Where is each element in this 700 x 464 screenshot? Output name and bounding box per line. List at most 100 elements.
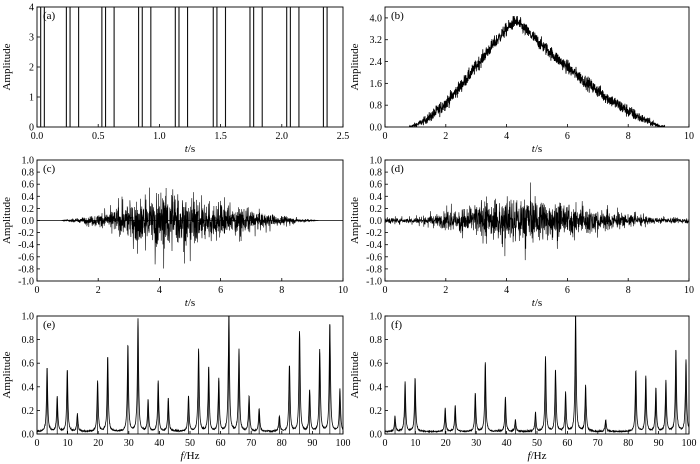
x-tick-label: 0 xyxy=(35,285,40,296)
y-tick-label: 1.6 xyxy=(370,79,383,90)
series-d xyxy=(385,182,689,261)
y-tick-label: 0.2 xyxy=(370,406,383,417)
y-tick-label: 0.0 xyxy=(22,430,35,441)
x-tick-label: 10 xyxy=(338,285,348,296)
series-e xyxy=(37,316,343,434)
y-tick-label: -0.6 xyxy=(18,252,34,263)
x-axis-label: f/Hz xyxy=(528,450,547,462)
x-tick-label: 70 xyxy=(246,438,256,449)
x-tick-label: 8 xyxy=(626,131,631,142)
x-tick-label: 2.5 xyxy=(337,131,350,142)
plot-frame xyxy=(384,315,690,435)
y-tick-label: 0.6 xyxy=(22,359,35,370)
y-axis-label: Amplitude xyxy=(349,197,361,244)
y-tick-label: 0.8 xyxy=(370,168,383,179)
x-tick-label: 30 xyxy=(471,438,481,449)
y-tick-label: 0.6 xyxy=(370,359,383,370)
y-tick-label: -0.2 xyxy=(18,228,34,239)
x-tick-label: 60 xyxy=(216,438,226,449)
x-tick-label: 20 xyxy=(441,438,451,449)
panel-b: 0 2 4 6 8 10 0.0 0.8 1.6 2.4 3.2 4.0 t/s Amplitude (b) xyxy=(349,6,694,155)
plot-frame xyxy=(384,6,690,128)
y-tick-label: 0.0 xyxy=(370,216,383,227)
x-tick-label: 6 xyxy=(565,285,570,296)
y-tick-label: -0.2 xyxy=(366,228,382,239)
x-tick-label: 60 xyxy=(562,438,572,449)
y-tick-label: 3 xyxy=(29,33,34,44)
panel-f: 0 10 20 30 40 50 60 70 80 90 100 0.0 0.2 0.4 0.6 0.8 1.0… xyxy=(349,312,697,463)
panel-label: (b) xyxy=(391,10,404,22)
panel-label: (e) xyxy=(43,319,56,331)
y-tick-label: 0 xyxy=(29,123,34,134)
x-axis-label: t/s xyxy=(185,297,195,309)
y-tick-label: -1.0 xyxy=(366,277,382,288)
signal-trace xyxy=(385,182,689,261)
y-tick-label: 1.0 xyxy=(22,312,35,323)
y-axis-label: Amplitude xyxy=(349,43,361,90)
series-a xyxy=(40,7,328,127)
x-tick-label: 40 xyxy=(154,438,164,449)
y-tick-label: -0.4 xyxy=(18,240,34,251)
series-c xyxy=(37,187,343,269)
series-f xyxy=(385,316,689,434)
y-tick-label: 4 xyxy=(29,3,34,14)
x-tick-label: 1.5 xyxy=(214,131,227,142)
y-tick-label: 1.0 xyxy=(370,156,383,167)
x-tick-label: 10 xyxy=(410,438,420,449)
x-tick-label: 8 xyxy=(626,285,631,296)
x-tick-label: 2 xyxy=(443,285,448,296)
y-axis-label: Amplitude xyxy=(349,351,361,398)
x-tick-label: 10 xyxy=(684,131,694,142)
x-tick-label: 20 xyxy=(93,438,103,449)
y-tick-label: 0.2 xyxy=(22,406,35,417)
x-tick-label: 0.5 xyxy=(92,131,105,142)
y-tick-label: 1.0 xyxy=(22,156,35,167)
y-tick-label: 0.2 xyxy=(370,204,383,215)
y-tick-label: 0.0 xyxy=(370,123,383,134)
y-tick-label: -0.8 xyxy=(18,264,34,275)
x-tick-label: 30 xyxy=(124,438,134,449)
plot-frame xyxy=(36,6,344,128)
y-tick-label: 0.4 xyxy=(370,382,383,393)
x-axis-label: f/Hz xyxy=(181,450,200,462)
spectrum-trace xyxy=(37,316,343,434)
signal-trace xyxy=(408,15,666,127)
panel-e: 0 10 20 30 40 50 60 70 80 90 100 0.0 0.2 0.4 0.6 0.8 1.0… xyxy=(1,312,351,463)
y-tick-label: 0.8 xyxy=(370,101,383,112)
x-tick-label: 10 xyxy=(684,285,694,296)
x-tick-label: 10 xyxy=(63,438,73,449)
y-tick-label: 2.4 xyxy=(370,57,383,68)
y-tick-label: 2 xyxy=(29,63,34,74)
x-tick-label: 1.0 xyxy=(153,131,166,142)
x-tick-label: 8 xyxy=(279,285,284,296)
x-tick-label: 2.0 xyxy=(276,131,289,142)
x-tick-label: 4 xyxy=(504,285,509,296)
y-tick-label: 0.0 xyxy=(370,430,383,441)
y-tick-label: 3.2 xyxy=(370,35,383,46)
x-tick-label: 70 xyxy=(593,438,603,449)
y-tick-label: 0.4 xyxy=(370,192,383,203)
y-tick-label: -0.4 xyxy=(366,240,382,251)
x-tick-label: 40 xyxy=(502,438,512,449)
y-tick-label: 0.8 xyxy=(370,335,383,346)
panel-label: (a) xyxy=(43,10,56,22)
y-tick-label: 4.0 xyxy=(370,13,383,24)
panel-a: 0.0 0.5 1.0 1.5 2.0 2.5 0 1 2 3 4 t/s Amplitude (a) xyxy=(1,3,349,156)
y-tick-label: 0.4 xyxy=(22,382,35,393)
y-tick-label: -0.8 xyxy=(366,264,382,275)
x-tick-label: 50 xyxy=(532,438,542,449)
panel-label: (d) xyxy=(391,163,404,175)
x-tick-label: 90 xyxy=(654,438,664,449)
x-tick-label: 0 xyxy=(35,438,40,449)
x-axis-label: t/s xyxy=(185,143,195,155)
y-tick-label: 1.0 xyxy=(370,312,383,323)
panel-d: 0 2 4 6 8 10 -1.0 -0.8-0.6-0.4-0.20.00.20.40.60… xyxy=(349,156,694,310)
x-tick-label: 0 xyxy=(383,285,388,296)
x-tick-label: 4 xyxy=(157,285,162,296)
y-tick-label: -1.0 xyxy=(18,277,34,288)
x-tick-label: 0 xyxy=(383,438,388,449)
plot-frame xyxy=(36,315,344,435)
x-tick-label: 4 xyxy=(504,131,509,142)
y-axis-label: Amplitude xyxy=(1,43,13,90)
